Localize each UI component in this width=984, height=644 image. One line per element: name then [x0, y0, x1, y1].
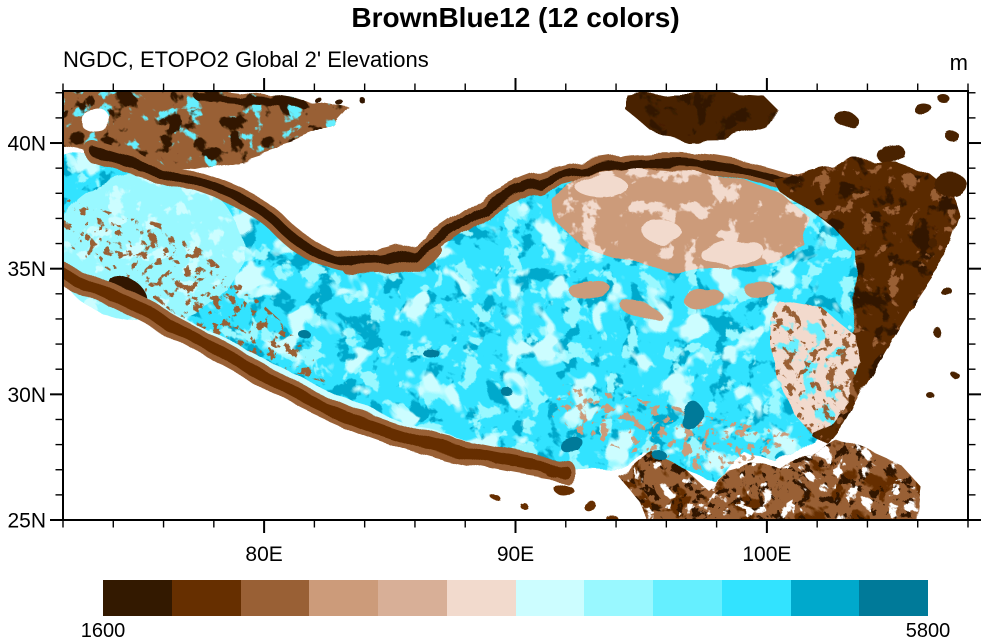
map-blob	[519, 502, 527, 508]
colorbar-swatch	[309, 580, 378, 616]
map-blob	[739, 277, 771, 293]
map-region-qilian-mass-speckle	[770, 156, 958, 440]
map-blob	[640, 220, 680, 240]
map-blob	[422, 347, 438, 357]
y-tick-label: 40N	[7, 133, 46, 156]
map-region-inner-kunlun-band	[341, 246, 442, 274]
map-blob	[568, 281, 612, 299]
map-blob	[601, 510, 613, 518]
map-blob	[499, 386, 511, 394]
colorbar-swatch	[515, 580, 585, 616]
colorbar-swatch	[584, 580, 653, 616]
map-blob	[946, 367, 954, 373]
map-blob	[930, 326, 940, 334]
colorbar-max-label: 5800	[905, 620, 951, 642]
map-region-se-dissection	[545, 380, 800, 470]
map-blob	[932, 170, 964, 194]
map-blob	[334, 98, 342, 104]
map-blob	[574, 173, 626, 197]
colorbar-swatch	[790, 580, 860, 616]
map-region-north-dark-range-speckle	[626, 91, 776, 139]
x-tick-label: 80E	[245, 543, 282, 566]
map-region-tianshan-top-arm	[191, 91, 304, 105]
terrain-group	[63, 91, 964, 520]
colorbar-swatch	[446, 580, 516, 616]
map-blob	[79, 109, 111, 131]
map-region-himalaya-inner	[63, 267, 568, 474]
map-region-foothill-islands	[486, 466, 613, 518]
map-region-se-gorge-mass-speckle	[614, 436, 916, 520]
map-region-qaidam-pale-flats	[574, 173, 760, 263]
colorbar-swatch	[378, 580, 447, 616]
units-label: m	[949, 50, 968, 75]
map-region-tarim-hills	[311, 93, 361, 104]
map-blob	[680, 285, 720, 305]
x-tick-label: 100E	[742, 543, 791, 566]
map-region-plateau-lakes	[294, 326, 699, 461]
map-blob	[934, 91, 946, 99]
subtitle-left: NGDC, ETOPO2 Global 2' Elevations	[63, 47, 429, 72]
map-blob	[653, 451, 667, 461]
colorbar	[103, 580, 928, 616]
axes: 80E 90E 100E 25N 30N 35N 40N	[7, 78, 981, 566]
map-blob	[622, 301, 658, 319]
map-blob	[579, 497, 593, 507]
map-region-ne-margin-pale-speckle	[770, 300, 858, 428]
colorbar-swatch	[240, 580, 310, 616]
y-tick-label: 35N	[7, 258, 46, 281]
map-blob	[921, 387, 929, 393]
colorbar-swatch	[171, 580, 241, 616]
colorbar-swatch	[653, 580, 722, 616]
map-blob	[294, 326, 306, 334]
map-blob	[677, 397, 699, 427]
map-terrain	[63, 91, 968, 520]
map-region-qilian-east-blob	[921, 170, 964, 393]
map-blob	[543, 466, 553, 474]
map-blob	[872, 139, 900, 159]
map-blob	[311, 94, 319, 100]
map-blob	[486, 489, 494, 495]
colorbar-swatch	[859, 580, 928, 616]
y-tick-label: 30N	[7, 384, 46, 407]
map-blob	[555, 433, 581, 449]
y-tick-label: 25N	[7, 510, 46, 533]
figure-title: BrownBlue12 (12 colors)	[351, 2, 680, 33]
map-blob	[700, 237, 760, 263]
map-region-tianshan-band-speckle	[63, 91, 348, 166]
map-region-qaidam-south-patches	[568, 277, 771, 319]
map-blob	[945, 131, 959, 141]
map-blob	[909, 98, 927, 110]
map-region-west-ridge-dendrites	[63, 194, 330, 380]
map-blob	[832, 109, 858, 127]
colorbar-swatch	[721, 580, 791, 616]
map-region-tianshan-white-pocket	[79, 109, 111, 131]
map-blob	[355, 93, 361, 99]
map-blob	[925, 236, 935, 244]
colorbar-min-label: 1600	[80, 620, 126, 642]
x-tick-label: 90E	[497, 543, 534, 566]
map-blob	[551, 480, 569, 492]
map-blob	[939, 286, 951, 294]
colorbar-swatch	[103, 580, 172, 616]
